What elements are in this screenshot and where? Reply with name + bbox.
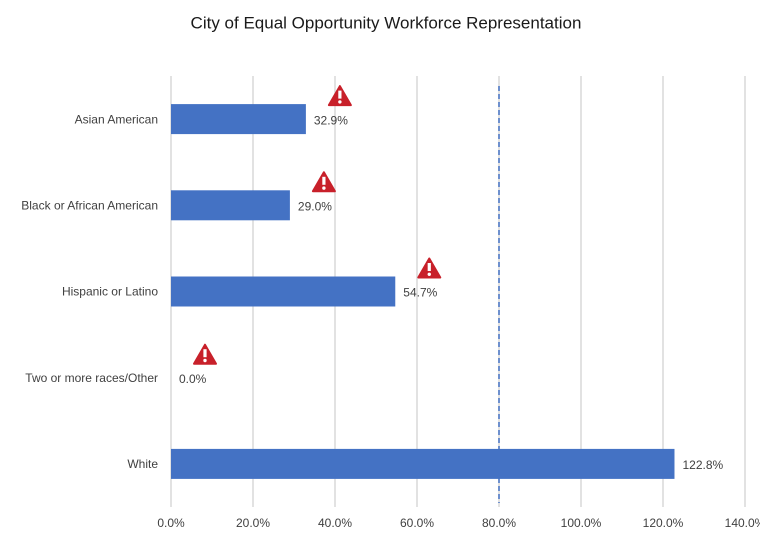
- x-tick-label: 60.0%: [400, 516, 434, 530]
- y-tick-label: Asian American: [75, 112, 158, 126]
- warning-mark: [203, 349, 207, 358]
- x-tick-label: 40.0%: [318, 516, 352, 530]
- data-label: 54.7%: [403, 286, 437, 300]
- y-tick-label: Two or more races/Other: [25, 371, 158, 385]
- bar: [171, 190, 290, 221]
- warning-mark: [338, 90, 342, 99]
- y-tick-label: White: [127, 457, 158, 471]
- y-tick-label: Hispanic or Latino: [62, 285, 158, 299]
- data-label: 29.0%: [298, 199, 332, 213]
- warning-dot: [322, 186, 326, 190]
- chart-title: City of Equal Opportunity Workforce Repr…: [191, 13, 582, 32]
- warning-mark: [427, 263, 431, 271]
- data-label: 0.0%: [179, 372, 207, 386]
- x-tick-label: 120.0%: [643, 516, 684, 530]
- warning-icon: [193, 343, 217, 365]
- warning-dot: [427, 272, 431, 276]
- warning-icon: [417, 257, 442, 279]
- x-tick-label: 80.0%: [482, 516, 516, 530]
- warning-icon: [327, 85, 352, 107]
- bar: [171, 104, 306, 135]
- warning-mark: [322, 176, 326, 185]
- warning-dot: [338, 100, 342, 104]
- data-label: 32.9%: [314, 113, 348, 127]
- bar: [171, 276, 396, 307]
- bar: [171, 448, 675, 479]
- data-label: 122.8%: [682, 458, 723, 472]
- x-tick-label: 100.0%: [561, 516, 602, 530]
- x-tick-label: 20.0%: [236, 516, 270, 530]
- x-tick-label: 140.0%: [725, 516, 760, 530]
- y-tick-label: Black or African American: [21, 198, 158, 212]
- warning-dot: [203, 358, 207, 363]
- warning-icon: [311, 171, 336, 193]
- x-tick-label: 0.0%: [157, 516, 185, 530]
